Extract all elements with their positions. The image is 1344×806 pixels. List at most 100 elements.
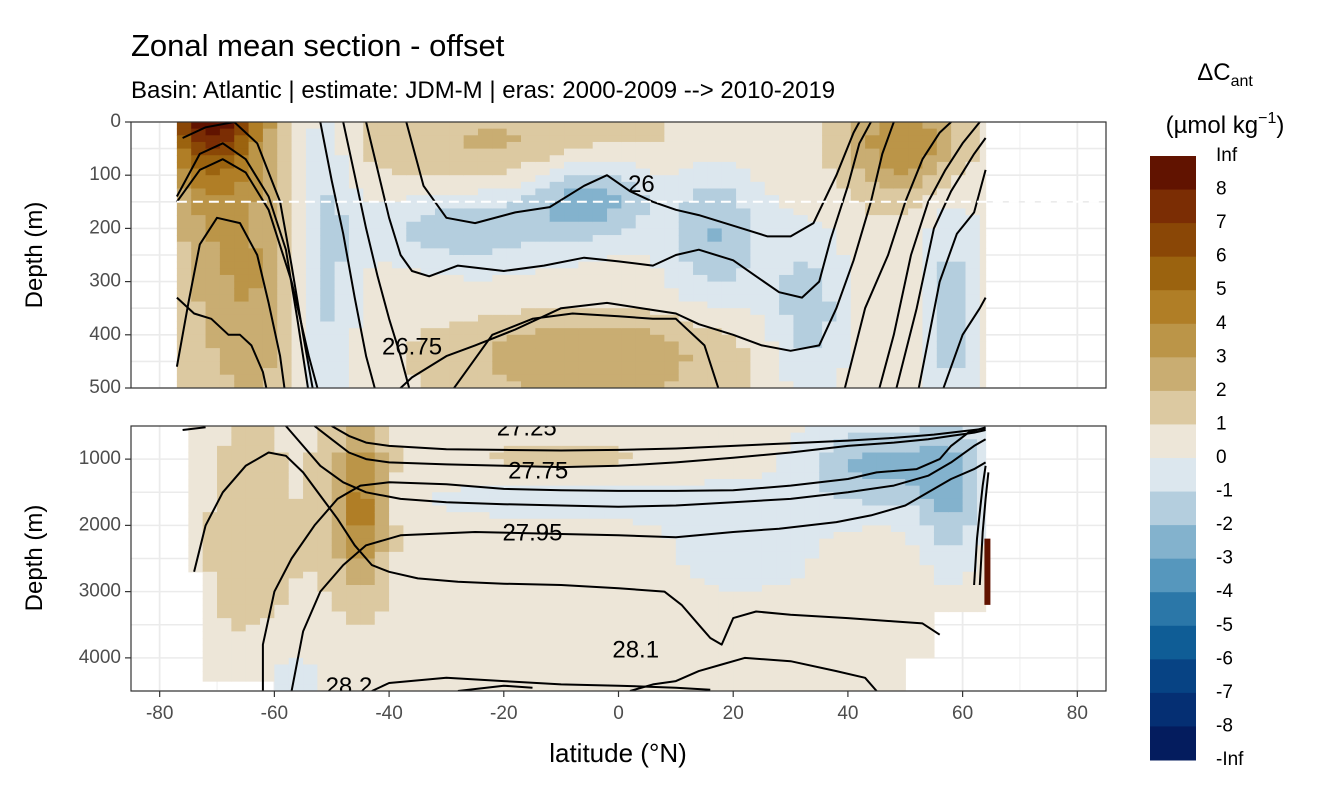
anomaly-cell (320, 301, 336, 309)
anomaly-cell (231, 551, 247, 560)
anomaly-cell (406, 161, 422, 170)
anomaly-cell (807, 255, 823, 263)
anomaly-cell (578, 241, 594, 249)
anomaly-cell (477, 361, 493, 369)
anomaly-cell (432, 611, 448, 619)
anomaly-cell (850, 215, 866, 223)
anomaly-cell (305, 122, 321, 130)
anomaly-cell (589, 677, 605, 685)
anomaly-cell (764, 361, 780, 369)
anomaly-cell (865, 221, 881, 229)
anomaly-cell (506, 161, 522, 170)
anomaly-cell (575, 538, 591, 546)
anomaly-cell (492, 288, 508, 296)
isopycnal-line (629, 656, 878, 691)
anomaly-cell (908, 268, 924, 276)
anomaly-cell (922, 354, 938, 362)
anomaly-cell (320, 368, 336, 376)
anomaly-cell (661, 598, 677, 606)
anomaly-cell (274, 445, 290, 454)
anomaly-cell (962, 485, 978, 493)
anomaly-cell (704, 677, 720, 685)
anomaly-cell (747, 498, 763, 507)
anomaly-cell (919, 432, 935, 440)
anomaly-cell (564, 374, 579, 382)
anomaly-cell (317, 578, 333, 586)
anomaly-cell (693, 314, 708, 323)
anomaly-cell (446, 426, 462, 434)
anomaly-cell (391, 221, 407, 229)
anomaly-cell (879, 381, 895, 388)
anomaly-cell (564, 128, 579, 136)
anomaly-cell (718, 445, 734, 454)
anomaly-cell (477, 294, 493, 303)
anomaly-cell (733, 644, 749, 652)
anomaly-cell (546, 638, 562, 646)
anomaly-cell (360, 532, 376, 540)
anomaly-cell (219, 188, 235, 196)
anomaly-cell (922, 288, 938, 296)
anomaly-cell (245, 485, 261, 493)
anomaly-cell (632, 578, 648, 586)
anomaly-cell (693, 235, 708, 243)
anomaly-cell (962, 479, 978, 487)
anomaly-cell (647, 591, 663, 599)
anomaly-cell (693, 328, 708, 336)
anomaly-cell (417, 571, 433, 579)
anomaly-cell (979, 381, 987, 388)
anomaly-cell (317, 611, 333, 619)
anomaly-cell (291, 128, 307, 136)
anomaly-cell (604, 618, 620, 626)
anomaly-cell (188, 551, 204, 560)
anomaly-cell (389, 512, 405, 520)
anomaly-cell (693, 348, 708, 356)
anomaly-cell (618, 638, 634, 646)
anomaly-cell (260, 439, 275, 447)
anomaly-cell (647, 598, 663, 606)
anomaly-cell (862, 671, 878, 679)
anomaly-cell (360, 452, 376, 460)
anomaly-cell (661, 545, 677, 553)
anomaly-cell (965, 228, 981, 236)
anomaly-cell (549, 128, 565, 136)
anomaly-cell (618, 671, 634, 679)
anomaly-cell (434, 294, 450, 303)
anomaly-cell (761, 439, 777, 447)
anomaly-cell (893, 161, 909, 170)
anomaly-cell (549, 255, 565, 263)
anomaly-cell (822, 215, 838, 223)
anomaly-cell (847, 459, 863, 467)
anomaly-cell (546, 578, 562, 586)
anomaly-cell (521, 241, 536, 249)
anomaly-cell (449, 301, 465, 309)
anomaly-cell (933, 479, 949, 487)
anomaly-cell (833, 512, 849, 520)
anomaly-cell (589, 671, 605, 679)
anomaly-cell (389, 426, 405, 434)
anomaly-cell (876, 452, 892, 460)
anomaly-cell (535, 235, 551, 243)
anomaly-cell (675, 479, 691, 487)
anomaly-cell (303, 565, 318, 573)
anomaly-cell (518, 624, 534, 632)
anomaly-cell (432, 664, 448, 672)
anomaly-cell (320, 381, 336, 388)
anomaly-cell (475, 545, 491, 553)
anomaly-cell (893, 201, 909, 210)
anomaly-cell (331, 598, 347, 606)
anomaly-cell (288, 551, 304, 560)
anomaly-cell (518, 518, 534, 526)
anomaly-cell (317, 624, 333, 632)
isopycnal-line (176, 142, 309, 388)
anomaly-cell (231, 604, 247, 613)
anomaly-cell (449, 255, 465, 263)
anomaly-cell (850, 208, 866, 216)
anomaly-cell (191, 361, 207, 369)
anomaly-cell (865, 235, 881, 243)
anomaly-cell (546, 651, 562, 659)
anomaly-cell (678, 348, 694, 356)
anomaly-cell (793, 281, 809, 289)
anomaly-cell (707, 301, 723, 309)
anomaly-cell (446, 512, 462, 520)
anomaly-cell (793, 201, 809, 210)
